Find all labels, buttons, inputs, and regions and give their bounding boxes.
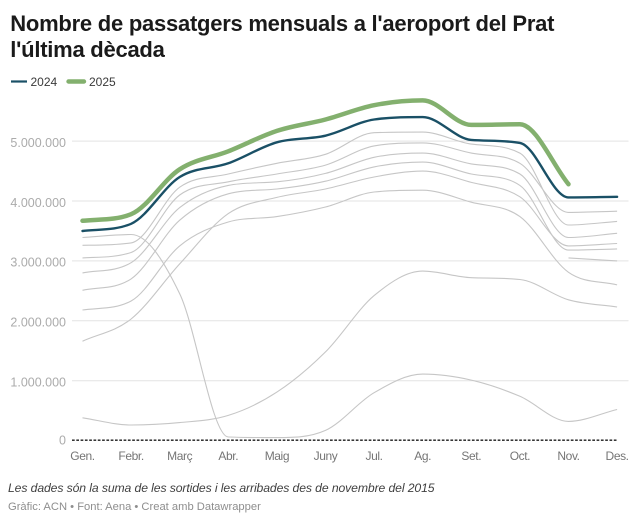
svg-text:2.000.000: 2.000.000 (10, 316, 66, 330)
svg-text:0: 0 (59, 434, 66, 448)
svg-text:Nov.: Nov. (557, 449, 579, 463)
svg-text:l'última dècada: l'última dècada (10, 37, 165, 62)
svg-text:5.000.000: 5.000.000 (10, 136, 66, 150)
svg-text:Des.: Des. (606, 449, 629, 463)
svg-text:Març: Març (167, 449, 192, 463)
svg-text:Nombre de passatgers mensuals: Nombre de passatgers mensuals a l'aeropo… (10, 11, 555, 36)
svg-text:Juny: Juny (314, 449, 338, 463)
svg-text:Febr.: Febr. (118, 449, 143, 463)
svg-text:Set.: Set. (461, 449, 481, 463)
svg-text:Les dades són la suma de les s: Les dades són la suma de les sortides i … (8, 481, 435, 495)
svg-text:Maig: Maig (265, 449, 289, 463)
svg-text:2024: 2024 (31, 75, 58, 89)
svg-text:4.000.000: 4.000.000 (10, 196, 66, 210)
svg-text:Abr.: Abr. (218, 449, 238, 463)
svg-text:Oct.: Oct. (510, 449, 530, 463)
svg-text:Ag.: Ag. (414, 449, 431, 463)
svg-text:1.000.000: 1.000.000 (10, 376, 66, 390)
svg-text:Gen.: Gen. (70, 449, 94, 463)
svg-text:Jul.: Jul. (366, 449, 383, 463)
svg-text:Gràfic: ACN • Font: Aena • Cre: Gràfic: ACN • Font: Aena • Creat amb Dat… (8, 501, 261, 513)
svg-text:3.000.000: 3.000.000 (10, 256, 66, 270)
svg-text:2025: 2025 (89, 75, 116, 89)
